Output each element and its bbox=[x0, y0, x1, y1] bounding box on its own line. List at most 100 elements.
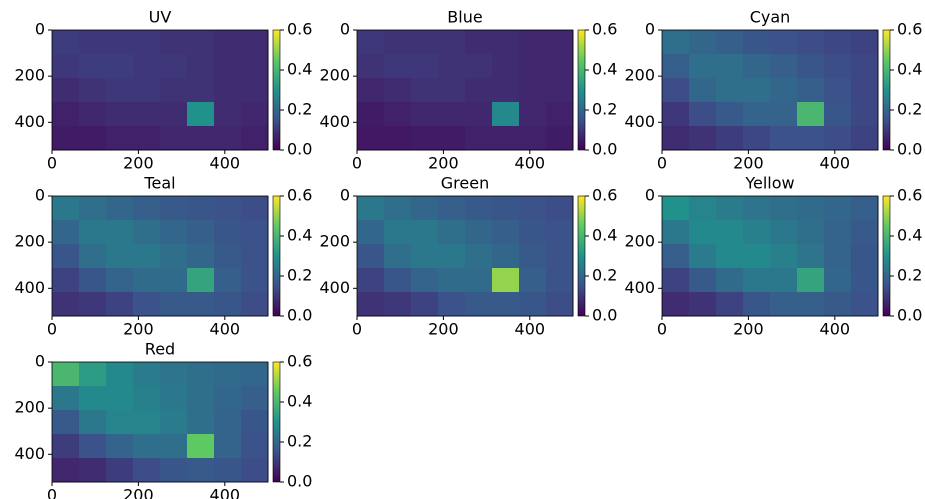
heatmap-cell bbox=[79, 30, 107, 55]
plot-frame bbox=[356, 195, 574, 317]
heatmap-cell bbox=[546, 78, 574, 103]
heatmap-cell bbox=[797, 126, 825, 151]
heatmap-cell bbox=[79, 268, 107, 293]
heatmap-cell bbox=[411, 126, 439, 151]
heatmap-cell bbox=[716, 268, 744, 293]
colorbar-tick-label: 0.0 bbox=[592, 306, 617, 325]
heatmap-cell bbox=[716, 196, 744, 221]
heatmap-cell bbox=[187, 220, 215, 245]
heatmap-cell bbox=[241, 126, 269, 151]
heatmap-cell bbox=[106, 78, 134, 103]
y-tick-label: 400 bbox=[624, 112, 655, 131]
heatmap-cell bbox=[106, 410, 134, 435]
colorbar-tick-label: 0.2 bbox=[592, 100, 617, 119]
heatmap-cell bbox=[851, 126, 879, 151]
heatmap-cell bbox=[716, 220, 744, 245]
heatmap-cell bbox=[465, 78, 493, 103]
heatmap-cell bbox=[241, 386, 269, 411]
heatmap-cell bbox=[689, 196, 717, 221]
x-tick-label: 0 bbox=[352, 154, 362, 173]
x-tick-label: 0 bbox=[352, 320, 362, 339]
heatmap-cell bbox=[187, 410, 215, 435]
heatmap-cell bbox=[187, 362, 215, 387]
colorbar-tick-label: 0.4 bbox=[287, 60, 312, 79]
heatmap-cell bbox=[384, 244, 412, 269]
heatmap-cell bbox=[851, 78, 879, 103]
heatmap-cell bbox=[133, 292, 161, 317]
colorbar-tick-label: 0.2 bbox=[287, 100, 312, 119]
y-tick-label: 400 bbox=[319, 112, 350, 131]
heatmap-cell bbox=[797, 78, 825, 103]
heatmap-cell bbox=[797, 196, 825, 221]
heatmap-cell bbox=[824, 196, 852, 221]
colorbar-tick-label: 0.6 bbox=[592, 20, 617, 39]
heatmap-cell bbox=[716, 244, 744, 269]
heatmap-cell bbox=[106, 458, 134, 483]
heatmap-cell bbox=[411, 54, 439, 79]
heatmap-cell bbox=[357, 268, 385, 293]
y-tick-label: 400 bbox=[624, 278, 655, 297]
heatmap-cell bbox=[465, 30, 493, 55]
heatmap-cell bbox=[160, 268, 188, 293]
colorbar-tick-label: 0.6 bbox=[287, 352, 312, 371]
heatmap-cell bbox=[743, 30, 771, 55]
y-tick-label: 400 bbox=[319, 278, 350, 297]
plot-frame bbox=[661, 29, 879, 151]
heatmap-cell bbox=[106, 220, 134, 245]
heatmap-cell bbox=[241, 102, 269, 127]
heatmap-cell bbox=[79, 102, 107, 127]
heatmap-cell bbox=[79, 54, 107, 79]
x-tick-label: 400 bbox=[515, 320, 546, 339]
heatmap-cell bbox=[716, 30, 744, 55]
colorbar-tick-label: 0.0 bbox=[592, 140, 617, 159]
heatmap-cell bbox=[357, 196, 385, 221]
heatmap-cell bbox=[214, 78, 242, 103]
y-tick-label: 0 bbox=[35, 186, 45, 205]
heatmap-cell bbox=[160, 292, 188, 317]
heatmap-cell bbox=[438, 220, 466, 245]
heatmap-cell bbox=[106, 362, 134, 387]
colorbar bbox=[577, 29, 586, 151]
heatmap-cell bbox=[106, 196, 134, 221]
heatmap-cell bbox=[770, 78, 798, 103]
heatmap-cell bbox=[519, 78, 547, 103]
heatmap-cell bbox=[187, 102, 215, 127]
heatmap-cell bbox=[546, 244, 574, 269]
y-tick-label: 200 bbox=[319, 232, 350, 251]
heatmap-cell bbox=[492, 102, 520, 127]
heatmap-cell bbox=[519, 244, 547, 269]
heatmap-cell bbox=[79, 126, 107, 151]
heatmap-cell bbox=[797, 244, 825, 269]
heatmap-cell bbox=[214, 292, 242, 317]
heatmap-cell bbox=[411, 244, 439, 269]
x-tick-label: 200 bbox=[733, 154, 764, 173]
heatmap-cell bbox=[662, 292, 690, 317]
y-tick-label: 0 bbox=[35, 352, 45, 371]
heatmap-cell bbox=[743, 220, 771, 245]
heatmap-cell bbox=[106, 102, 134, 127]
colorbar-tick-label: 0.0 bbox=[897, 306, 922, 325]
panel-title: Yellow bbox=[744, 174, 794, 193]
heatmap-cell bbox=[689, 244, 717, 269]
heatmap-cell bbox=[187, 434, 215, 459]
heatmap-cell bbox=[160, 386, 188, 411]
heatmap-cell bbox=[770, 126, 798, 151]
y-tick-label: 0 bbox=[340, 186, 350, 205]
heatmap-cell bbox=[662, 220, 690, 245]
heatmap-cell bbox=[716, 78, 744, 103]
heatmap-cell bbox=[770, 102, 798, 127]
colorbar bbox=[882, 195, 891, 317]
colorbar-tick-label: 0.6 bbox=[897, 20, 922, 39]
heatmap-cell bbox=[662, 78, 690, 103]
heatmap-cell bbox=[519, 220, 547, 245]
colorbar-tick-label: 0.0 bbox=[897, 140, 922, 159]
panel-title: Cyan bbox=[750, 8, 791, 27]
colorbar bbox=[272, 195, 281, 317]
heatmap-cell bbox=[492, 196, 520, 221]
colorbar-tick-label: 0.0 bbox=[287, 140, 312, 159]
heatmap-cell bbox=[689, 126, 717, 151]
heatmap-cell bbox=[79, 196, 107, 221]
heatmap-cell bbox=[160, 102, 188, 127]
y-tick-label: 400 bbox=[14, 112, 45, 131]
heatmap-cell bbox=[546, 268, 574, 293]
